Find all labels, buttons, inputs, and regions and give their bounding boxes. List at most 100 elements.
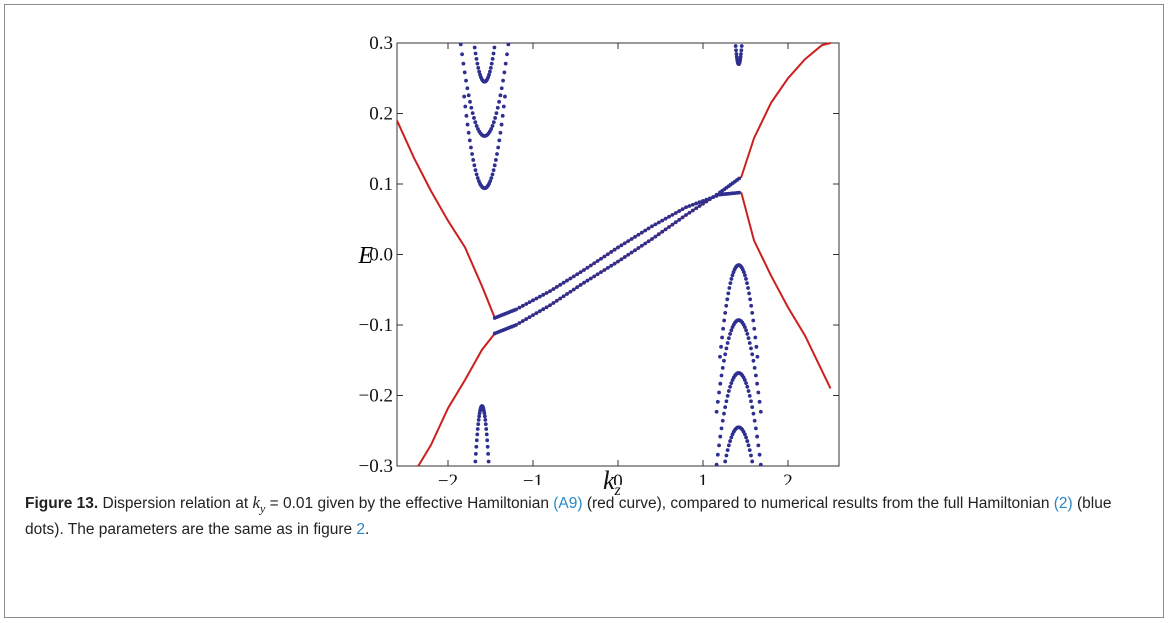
numeric-dot xyxy=(626,239,631,244)
numeric-dot xyxy=(741,270,746,275)
ref-fig2-link[interactable]: 2 xyxy=(356,521,366,539)
y-tick-label: −0.2 xyxy=(359,386,393,407)
numeric-dot xyxy=(633,234,637,239)
numeric-dot xyxy=(595,272,600,277)
numeric-dot xyxy=(737,190,742,195)
numeric-dot xyxy=(725,393,730,398)
numeric-dot xyxy=(720,335,724,340)
x-tick-label: 2 xyxy=(783,471,793,485)
numeric-dot xyxy=(673,211,678,215)
numeric-dot xyxy=(643,241,648,246)
numeric-dot xyxy=(544,305,549,310)
numeric-dot xyxy=(469,145,473,150)
ref-a9-link[interactable]: (A9) xyxy=(553,495,583,512)
numeric-dot xyxy=(471,158,476,162)
numeric-dot xyxy=(485,438,490,443)
numeric-dot xyxy=(726,443,731,448)
numeric-dot xyxy=(592,261,597,266)
numeric-dot xyxy=(490,123,495,128)
numeric-dot xyxy=(619,257,624,262)
numeric-dot xyxy=(629,250,634,255)
numeric-dot xyxy=(524,317,529,321)
numeric-dot xyxy=(487,72,491,77)
numeric-dot xyxy=(738,55,743,59)
numeric-dot xyxy=(722,358,726,363)
numeric-dot xyxy=(554,298,559,303)
numeric-dot xyxy=(473,51,478,56)
numeric-dot xyxy=(619,243,624,248)
numeric-dot xyxy=(727,286,732,290)
numeric-dot xyxy=(728,439,733,443)
y-tick-label: 0.2 xyxy=(369,104,393,125)
numeric-dot xyxy=(497,138,502,143)
numeric-dot xyxy=(477,69,482,74)
numeric-dot xyxy=(747,341,752,345)
numeric-dot xyxy=(701,199,705,203)
numeric-dot xyxy=(503,61,508,66)
numeric-dot xyxy=(592,274,597,279)
effective-hamiltonian-curve xyxy=(740,192,832,389)
numeric-dot xyxy=(757,452,762,457)
numeric-dot xyxy=(746,443,751,448)
numeric-dot xyxy=(729,435,734,440)
numeric-dot xyxy=(484,427,489,431)
numeric-dot xyxy=(745,281,749,286)
numeric-dot xyxy=(561,280,566,285)
numeric-dot xyxy=(680,207,685,212)
numeric-dot xyxy=(491,120,496,125)
numeric-dot xyxy=(656,232,661,237)
numeric-dot xyxy=(673,220,678,225)
numeric-dot xyxy=(660,229,665,234)
numeric-dot xyxy=(718,434,723,439)
numeric-dot xyxy=(462,70,467,75)
numeric-dot xyxy=(482,411,487,416)
numeric-dot xyxy=(501,78,505,83)
numeric-dot xyxy=(475,61,480,66)
numeric-dot xyxy=(720,365,725,370)
y-axis-label: E xyxy=(357,243,373,269)
ref-eq2-link[interactable]: (2) xyxy=(1053,495,1073,512)
caption-text-4: (blue dots). The parameters are the same… xyxy=(25,495,1112,539)
numeric-dot xyxy=(470,152,474,156)
effective-hamiltonian-curve xyxy=(417,332,496,467)
numeric-dot xyxy=(531,313,535,318)
numeric-dot xyxy=(752,418,757,423)
numeric-dot xyxy=(755,434,760,439)
numeric-dot xyxy=(465,122,470,127)
numeric-dot xyxy=(749,346,753,351)
numeric-dot xyxy=(548,289,552,294)
numeric-dot xyxy=(742,378,747,382)
numeric-dot xyxy=(734,48,738,53)
numeric-dot xyxy=(744,435,748,440)
numeric-dot xyxy=(650,224,654,229)
numeric-dot xyxy=(490,56,495,61)
numeric-dot xyxy=(463,104,468,109)
numeric-dot xyxy=(609,263,614,268)
numeric-dot xyxy=(653,222,658,227)
numeric-dot xyxy=(724,303,729,308)
numeric-dot xyxy=(561,294,566,299)
numeric-dot xyxy=(483,418,488,422)
numeric-dot xyxy=(486,451,491,456)
numeric-dot xyxy=(726,389,731,393)
numeric-dot xyxy=(488,69,492,74)
numeric-dot xyxy=(506,42,511,47)
numeric-dot xyxy=(739,48,744,53)
numeric-dot xyxy=(548,303,552,308)
numeric-dot xyxy=(489,127,494,131)
numeric-dot xyxy=(612,261,617,266)
numeric-dot xyxy=(571,274,576,279)
numeric-dot xyxy=(742,325,747,330)
numeric-dot xyxy=(527,315,532,320)
numeric-dot xyxy=(465,86,470,91)
numeric-dot xyxy=(460,52,464,57)
numeric-dot xyxy=(677,217,682,222)
numeric-dot xyxy=(714,192,719,197)
numeric-dot xyxy=(742,432,747,437)
numeric-dot xyxy=(609,250,614,254)
numeric-dot xyxy=(578,270,583,275)
numeric-dot xyxy=(489,61,494,66)
numeric-dot xyxy=(544,291,549,295)
numeric-dot xyxy=(475,176,480,180)
numeric-dot xyxy=(717,390,721,395)
